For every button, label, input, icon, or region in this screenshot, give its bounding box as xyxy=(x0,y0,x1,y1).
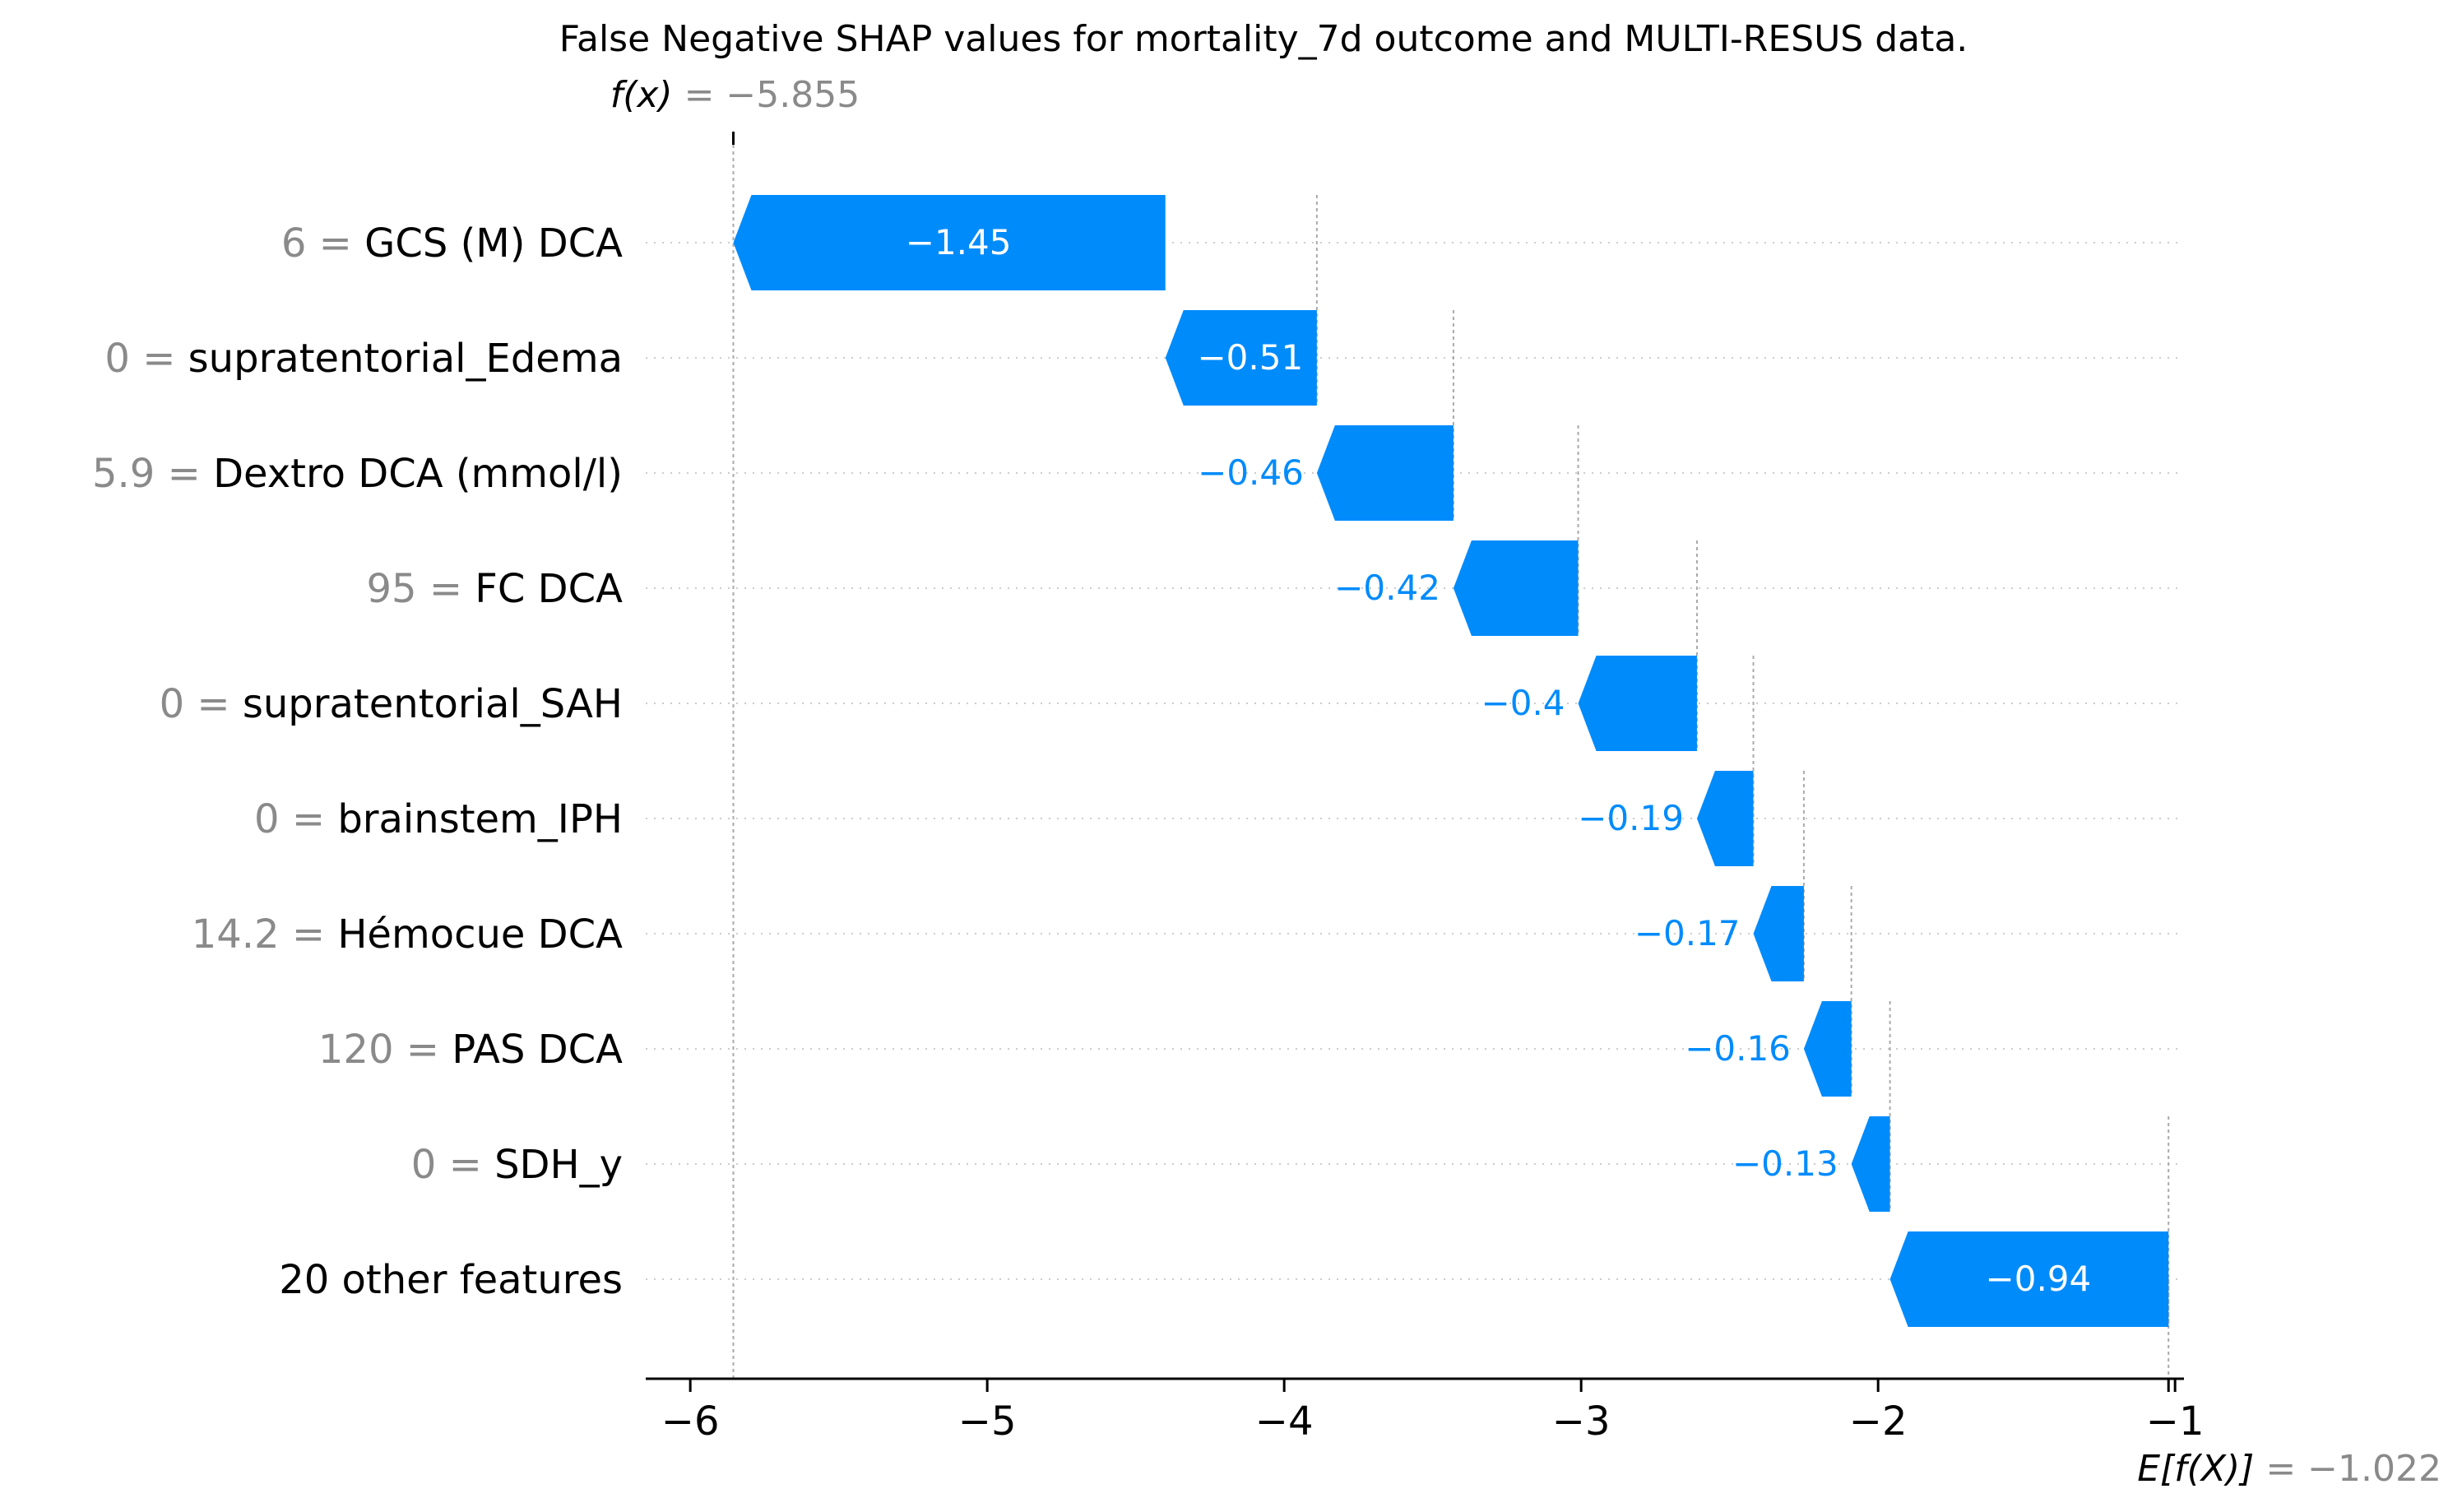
feature-name: GCS (M) DCA xyxy=(364,220,623,267)
feature-label: 20 other features xyxy=(279,1257,623,1303)
row-gridlines xyxy=(646,242,2184,1280)
bar-value-label: −0.46 xyxy=(1198,452,1304,493)
bar xyxy=(733,195,1166,290)
fx-value: = −5.855 xyxy=(673,74,860,116)
bar xyxy=(1316,425,1454,521)
bar-value-label: −0.17 xyxy=(1634,913,1741,953)
feature-label: 6 = GCS (M) DCA xyxy=(281,220,623,267)
feature-value: 5.9 = xyxy=(92,451,213,497)
feature-value: 95 = xyxy=(366,566,475,612)
chart-title: False Negative SHAP values for mortality… xyxy=(559,18,1968,60)
feature-label: 5.9 = Dextro DCA (mmol/l) xyxy=(92,451,623,497)
bar xyxy=(1165,310,1317,406)
feature-value: 0 = xyxy=(104,336,188,382)
feature-labels: 6 = GCS (M) DCA 0 = supratentorial_Edema 5… xyxy=(92,220,623,1303)
feature-value: 0 = xyxy=(411,1142,494,1188)
x-tick-label: −1 xyxy=(2146,1398,2205,1445)
feature-value: 14.2 = xyxy=(192,911,338,958)
bar-value-label: −0.51 xyxy=(1197,337,1303,378)
feature-value: 0 = xyxy=(254,796,337,842)
bar xyxy=(1889,1231,2169,1327)
x-tick-label: −4 xyxy=(1255,1398,1314,1445)
feature-label: 0 = brainstem_IPH xyxy=(254,796,623,842)
x-tick-label: −3 xyxy=(1552,1398,1611,1445)
bar-value-label: −1.45 xyxy=(906,222,1012,262)
feature-label: 120 = PAS DCA xyxy=(318,1027,623,1073)
feature-value: 0 = xyxy=(160,681,243,727)
x-tick-label: −6 xyxy=(661,1398,720,1445)
x-tick-label: −2 xyxy=(1849,1398,1908,1445)
fx-label: f(x) xyxy=(610,74,673,116)
bar-value-label: −0.94 xyxy=(1986,1259,2092,1299)
bar xyxy=(1851,1116,1890,1212)
expected-value: = −1.022 xyxy=(2254,1448,2441,1490)
bars-group: −1.45 −0.51 −0.46 −0.42 −0.4 −0.19 −0.17 −0.16 −… xyxy=(733,195,2169,1327)
feature-name: PAS DCA xyxy=(452,1027,623,1073)
bar-value-label: −0.4 xyxy=(1481,683,1565,723)
bar-value-label: −0.13 xyxy=(1732,1143,1838,1184)
bar-connectors xyxy=(731,132,2170,1379)
bar xyxy=(1696,771,1754,866)
expected-label: E[f(X)] xyxy=(2137,1448,2254,1490)
bar xyxy=(1453,540,1579,636)
bar xyxy=(1803,1001,1852,1097)
feature-value: 6 = xyxy=(281,220,364,267)
fx-expected-annotations: f(x) = −5.855 E[f(X)] = −1.022 xyxy=(610,74,2441,1490)
bar-value-label: −0.19 xyxy=(1578,798,1684,838)
feature-name: SDH_y xyxy=(494,1142,623,1188)
fx-annotation: f(x) = −5.855 xyxy=(610,74,860,116)
feature-name: 20 other features xyxy=(279,1257,623,1303)
feature-name: brainstem_IPH xyxy=(337,796,623,842)
x-axis: −6 −5 −4 −3 −2 −1 xyxy=(646,1377,2205,1445)
feature-name: supratentorial_Edema xyxy=(188,336,623,382)
feature-label: 95 = FC DCA xyxy=(366,566,623,612)
feature-name: FC DCA xyxy=(475,566,623,612)
bar xyxy=(1578,656,1697,751)
bar-value-label: −0.42 xyxy=(1334,568,1440,608)
feature-label: 14.2 = Hémocue DCA xyxy=(192,911,623,958)
feature-value: 120 = xyxy=(318,1027,452,1073)
x-tick-label: −5 xyxy=(958,1398,1017,1445)
feature-label: 0 = supratentorial_SAH xyxy=(160,681,623,727)
bar-value-label: −0.16 xyxy=(1685,1028,1791,1069)
expected-annotation: E[f(X)] = −1.022 xyxy=(2137,1448,2441,1490)
bar xyxy=(1753,886,1804,981)
feature-label: 0 = supratentorial_Edema xyxy=(104,336,623,382)
feature-name: supratentorial_SAH xyxy=(243,681,623,727)
feature-name: Hémocue DCA xyxy=(337,911,623,958)
feature-label: 0 = SDH_y xyxy=(411,1142,623,1188)
feature-name: Dextro DCA (mmol/l) xyxy=(213,451,623,497)
